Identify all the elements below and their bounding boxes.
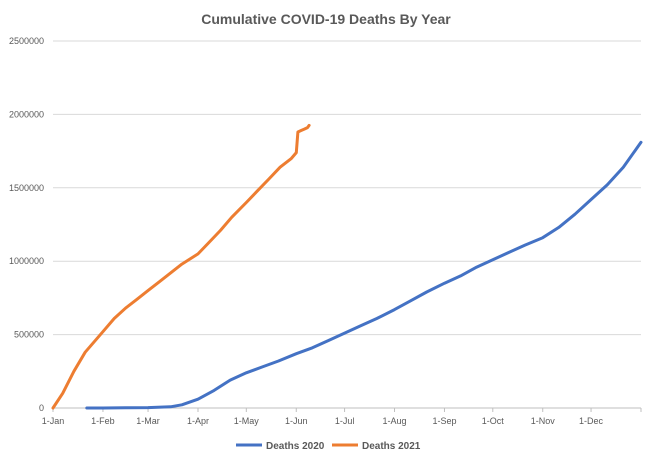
x-tick-label: 1-Sep (432, 416, 456, 426)
x-tick-label: 1-Aug (383, 416, 407, 426)
x-tick-label: 1-Oct (482, 416, 505, 426)
legend-label-deaths-2020: Deaths 2020 (266, 441, 325, 452)
series-lines (51, 123, 643, 410)
y-tick-label: 2000000 (9, 109, 44, 119)
x-tick-label: 1-Jun (285, 416, 308, 426)
legend: Deaths 2020 Deaths 2021 (236, 441, 421, 452)
series-line-deaths-2020 (85, 140, 643, 410)
x-tick-label: 1-Dec (579, 416, 604, 426)
legend-label-deaths-2021: Deaths 2021 (362, 441, 421, 452)
grid-lines (53, 40, 641, 336)
x-tick-label: 1-Feb (91, 416, 115, 426)
x-tick-label: 1-May (234, 416, 260, 426)
x-tick-label: 1-Apr (187, 416, 209, 426)
series-line-deaths-2021 (51, 123, 311, 410)
x-tick-label: 1-Jan (42, 416, 65, 426)
y-tick-label: 500000 (14, 330, 44, 340)
x-axis: 1-Jan 1-Feb 1-Mar 1-Apr 1-May 1-Jun 1-Jul 1-Aug… (42, 407, 642, 426)
y-tick-label: 0 (39, 403, 44, 413)
y-tick-label: 1000000 (9, 256, 44, 266)
chart-title: Cumulative COVID-19 Deaths By Year (201, 11, 451, 27)
y-tick-label: 2500000 (9, 36, 44, 46)
x-tick-label: 1-Jul (335, 416, 355, 426)
y-tick-label: 1500000 (9, 183, 44, 193)
y-axis: 0 500000 1000000 1500000 2000000 2500000 (9, 36, 44, 413)
x-tick-label: 1-Mar (136, 416, 160, 426)
x-tick-label: 1-Nov (531, 416, 556, 426)
